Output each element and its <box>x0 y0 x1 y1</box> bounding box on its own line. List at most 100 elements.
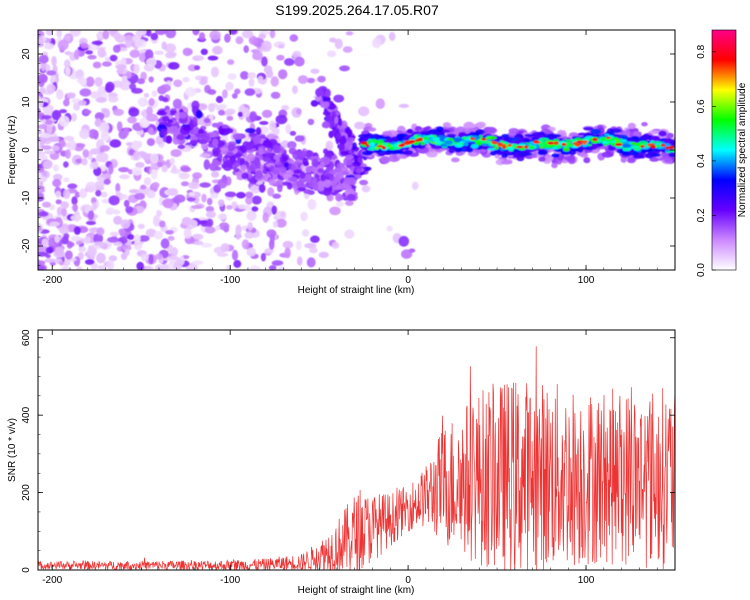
spectrogram-cell <box>226 151 234 156</box>
spectrogram-cell <box>129 49 140 58</box>
spectrogram-cell <box>153 215 160 226</box>
colorbar-scale <box>711 29 737 271</box>
spectrogram-cell <box>345 31 354 36</box>
spectrogram-cell <box>169 255 179 260</box>
spectrogram-cell <box>458 132 467 137</box>
spectrogram-cell <box>54 246 65 257</box>
spectrogram-cell <box>40 145 52 150</box>
spectrogram-cell <box>258 33 267 39</box>
spectrogram-cell <box>245 141 254 151</box>
spectrogram-cell <box>446 133 456 138</box>
spectrogram-cell <box>38 73 48 83</box>
spectrogram-cell <box>296 150 308 157</box>
spectrogram-cell <box>79 188 88 199</box>
spectrogram-cell <box>273 144 281 154</box>
spectrogram-cell <box>660 143 666 147</box>
spectrogram-cell <box>217 178 228 189</box>
spectrogram-cell <box>105 207 115 215</box>
spectrogram-cell <box>411 181 419 190</box>
spectrogram-cell <box>211 66 219 78</box>
spectrogram-cell <box>470 144 479 149</box>
spectrogram-cell <box>218 103 227 110</box>
spectrogram-cell <box>38 211 49 217</box>
spectrogram-cell <box>426 135 435 138</box>
spectrogram-cell <box>649 135 661 142</box>
spectrogram-cell <box>261 109 273 118</box>
spectrogram-cell <box>98 121 110 133</box>
spectrogram-cell <box>633 154 645 159</box>
spectrogram-cell <box>579 153 589 158</box>
spectrogram-cell <box>55 199 62 205</box>
spectrogram-cell <box>252 50 263 61</box>
spectrogram-cell <box>167 188 179 196</box>
spectrogram-cell <box>194 65 201 71</box>
spectrogram-cell <box>231 93 238 99</box>
spectrogram-cell <box>486 126 497 134</box>
spectrogram-cell <box>186 197 196 202</box>
spectrogram-cell <box>326 50 337 58</box>
spectrogram-cell <box>334 38 343 50</box>
spectrogram-cell <box>128 189 140 194</box>
spectrogram-cell <box>271 205 278 215</box>
spectrogram-cell <box>105 81 115 92</box>
spectrogram-cell <box>252 135 262 146</box>
spectrogram-cell <box>402 142 411 146</box>
spectrogram-cell <box>203 159 210 171</box>
spectrogram-x-tick-label: 0 <box>405 275 411 286</box>
spectrogram-cell <box>125 206 134 214</box>
spectrogram-cell <box>249 265 261 270</box>
spectrogram-cell <box>509 137 519 142</box>
spectrogram-cell <box>59 261 65 266</box>
spectrogram-cell <box>95 189 102 197</box>
spectrogram-cell <box>601 151 614 158</box>
spectrogram-cell <box>182 77 190 83</box>
spectrogram-cell <box>143 177 152 186</box>
spectrogram-cell <box>236 191 246 199</box>
spectrogram-cell <box>476 121 486 128</box>
spectrogram-cell <box>506 146 515 151</box>
spectrogram-cell <box>84 259 95 265</box>
spectrogram-cell <box>163 77 173 83</box>
spectrogram-cell <box>271 260 284 266</box>
spectrogram-cell <box>375 98 385 109</box>
spectrogram-cell <box>266 70 274 79</box>
spectrogram-cell <box>344 229 355 239</box>
spectrogram-cell <box>551 162 558 169</box>
spectrogram-cell <box>176 134 185 141</box>
spectrogram-cell <box>243 45 249 53</box>
spectrogram-cell <box>218 109 225 116</box>
spectrogram-cell <box>331 241 340 249</box>
spectrogram-cell <box>413 135 422 138</box>
spectrogram-cell <box>97 265 107 270</box>
spectrogram-cell <box>245 127 256 134</box>
spectrogram-cell <box>200 76 206 86</box>
spectrogram-cell <box>165 135 173 144</box>
spectrogram-cell <box>127 116 137 124</box>
spectrogram-cell <box>167 235 175 241</box>
spectrogram-cell <box>85 181 97 193</box>
spectrogram-cell <box>322 110 332 116</box>
spectrogram-cell <box>91 201 98 211</box>
spectrogram-cell <box>244 88 256 96</box>
spectrogram-cell <box>206 197 213 206</box>
snr-y-tick-label: 600 <box>21 329 32 346</box>
spectrogram-cell <box>271 167 281 175</box>
snr-ticks: -200 -100 0 100 0 200 400 600 <box>21 329 675 586</box>
spectrogram-cell <box>160 84 171 93</box>
spectrogram-cell <box>215 225 221 231</box>
spectrogram-cell <box>170 149 182 158</box>
spectrogram-cell <box>382 130 393 136</box>
spectrogram-cell <box>82 149 90 158</box>
spectrogram-cell <box>306 77 315 84</box>
spectrogram-cell <box>151 90 158 97</box>
spectrogram-cell <box>97 47 106 58</box>
spectrogram-cell <box>258 47 264 53</box>
spectrogram-cell <box>497 144 503 147</box>
spectrogram-cell <box>143 93 149 98</box>
spectrogram-cell <box>638 140 648 145</box>
spectrogram-cell <box>372 37 382 49</box>
spectrogram-cell <box>200 48 208 55</box>
spectrogram-cell <box>658 130 667 137</box>
colorbar-tick-label: 0.8 <box>696 44 707 58</box>
spectrogram-cell <box>137 78 145 85</box>
